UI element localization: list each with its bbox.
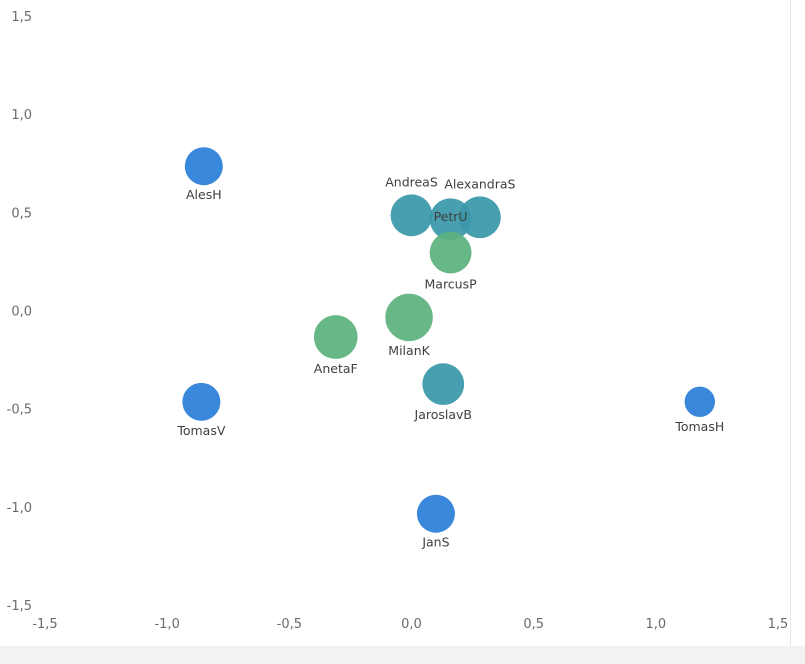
scatter-point[interactable] [390,194,433,237]
data-label: TomasV [176,423,226,438]
plot-area [182,147,716,533]
x-tick-label: 1,0 [645,617,666,632]
scatter-visual: 1,5 1,0 0,5 0,0 -0,5 -1,0 -1,5 -1,5 -1,0 -0,5 0,0… [0,0,790,646]
scatter-chart: 1,5 1,0 0,5 0,0 -0,5 -1,0 -1,5 -1,5 -1,0 -0,5 0,0… [7,10,789,632]
y-tick-label: 0,5 [11,206,32,221]
data-label: AlexandraS [444,176,515,191]
x-tick-label: -1,0 [154,617,179,632]
scrollbar-track[interactable] [790,0,805,646]
x-tick-label: -0,5 [277,617,302,632]
scatter-point[interactable] [429,231,472,274]
scatter-point[interactable] [684,386,716,418]
x-tick-label: 0,5 [523,617,544,632]
x-tick-label: 1,5 [768,617,789,632]
data-label: MarcusP [425,277,478,292]
y-tick-label: -1,0 [7,501,32,516]
data-label: AlesH [186,187,222,202]
y-tick-label: 1,5 [11,10,32,25]
data-label: AnetaF [314,361,358,376]
data-label: JaroslavB [414,407,472,422]
scatter-point[interactable] [422,363,465,406]
y-tick-label: 0,0 [11,305,32,320]
y-tick-label: -0,5 [7,403,32,418]
x-tick-label: 0,0 [401,617,422,632]
y-axis: 1,5 1,0 0,5 0,0 -0,5 -1,0 -1,5 [7,10,32,614]
y-tick-label: 1,0 [11,108,32,123]
y-tick-label: -1,5 [7,599,32,614]
scatter-point[interactable] [385,293,433,342]
data-label: MilanK [388,343,430,358]
data-label: AndreaS [385,174,438,189]
scatter-point[interactable] [184,147,223,186]
x-tick-label: -1,5 [32,617,57,632]
data-label: JanS [421,535,449,550]
point-labels: AlesH TomasV TomasH JanS AndreaS AlexandraS Pe… [176,174,724,549]
scatter-point[interactable] [182,382,221,421]
x-axis: -1,5 -1,0 -0,5 0,0 0,5 1,0 1,5 [32,617,788,632]
data-label: TomasH [674,419,724,434]
scatter-point[interactable] [429,198,472,241]
data-label: PetrU [434,209,468,224]
scatter-point[interactable] [313,315,358,359]
scatter-point[interactable] [416,494,455,533]
